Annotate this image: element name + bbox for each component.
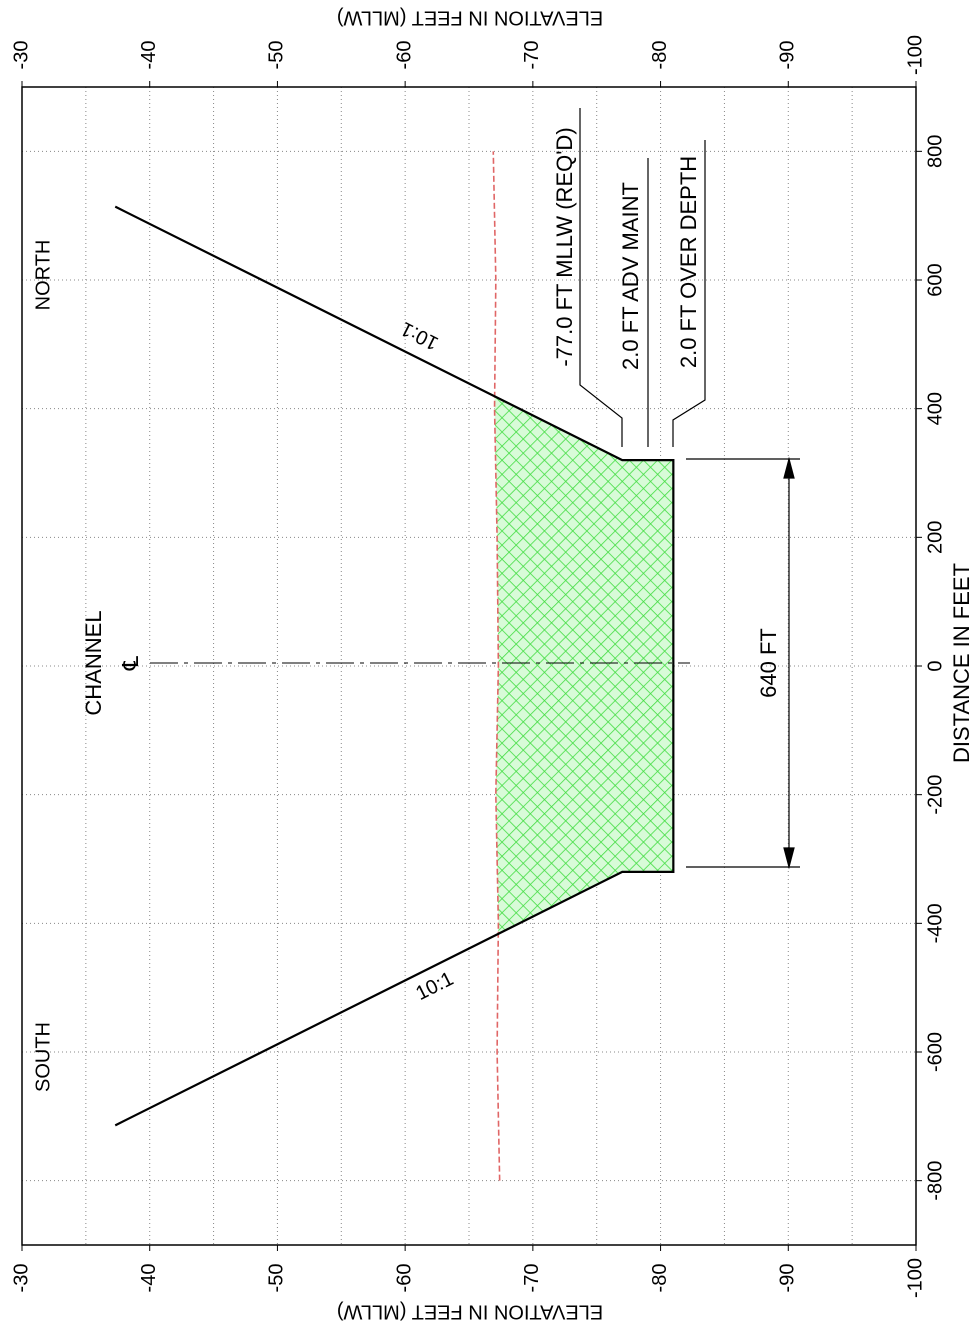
- annotation: NORTH: [32, 240, 54, 311]
- grid: [21, 87, 917, 1245]
- y-tick-label: -100: [904, 35, 926, 75]
- x-tick-label: -400: [924, 903, 946, 943]
- x-tick-label: 800: [924, 135, 946, 168]
- y-tick-label: -70: [521, 41, 543, 70]
- x-axis-title: DISTANCE IN FEET: [949, 563, 974, 763]
- plot-area: [114, 151, 675, 1181]
- y-tick-label: -80: [649, 1264, 671, 1293]
- y-tick-label: -40: [138, 41, 160, 70]
- channel-section: [114, 205, 675, 1127]
- excavation-area: [494, 396, 674, 934]
- annotation: 10:1: [397, 317, 442, 354]
- leaders: [150, 108, 800, 870]
- y-tick-label: -90: [777, 1264, 799, 1293]
- x-tick-label: -800: [924, 1161, 946, 1201]
- y-tick-label: -100: [904, 1258, 926, 1298]
- y-tick-label: -60: [393, 41, 415, 70]
- x-tick-label: 0: [924, 660, 946, 671]
- y-tick-label: -80: [649, 41, 671, 70]
- annotation: CHANNEL: [81, 610, 106, 715]
- y-tick-label: -30: [10, 41, 32, 70]
- annotation: 640 FT: [756, 628, 781, 698]
- y-tick-label: -60: [393, 1264, 415, 1293]
- x-tick-label: -600: [924, 1032, 946, 1072]
- y-axis-title: ELEVATION IN FEET (MLLW): [337, 1301, 603, 1323]
- y-tick-label: -30: [10, 1264, 32, 1293]
- annotation: -77.0 FT MLLW (REQ'D): [552, 127, 577, 366]
- annotation: 2.0 FT OVER DEPTH: [676, 156, 701, 368]
- x-tick-label: 200: [924, 521, 946, 554]
- annotation: SOUTH: [32, 1022, 54, 1092]
- y-tick-label: -50: [266, 1264, 288, 1293]
- x-tick-label: 400: [924, 392, 946, 425]
- annotation: ℄: [118, 655, 143, 671]
- y-axis-title: ELEVATION IN FEET (MLLW): [337, 7, 603, 29]
- y-tick-label: -70: [521, 1264, 543, 1293]
- y-tick-label: -90: [777, 41, 799, 70]
- ground-line: [492, 151, 501, 1181]
- annotation: 2.0 FT ADV MAINT: [618, 182, 643, 370]
- x-tick-label: 600: [924, 263, 946, 296]
- y-tick-label: -50: [266, 41, 288, 70]
- y-tick-label: -40: [138, 1264, 160, 1293]
- x-tick-label: -200: [924, 775, 946, 815]
